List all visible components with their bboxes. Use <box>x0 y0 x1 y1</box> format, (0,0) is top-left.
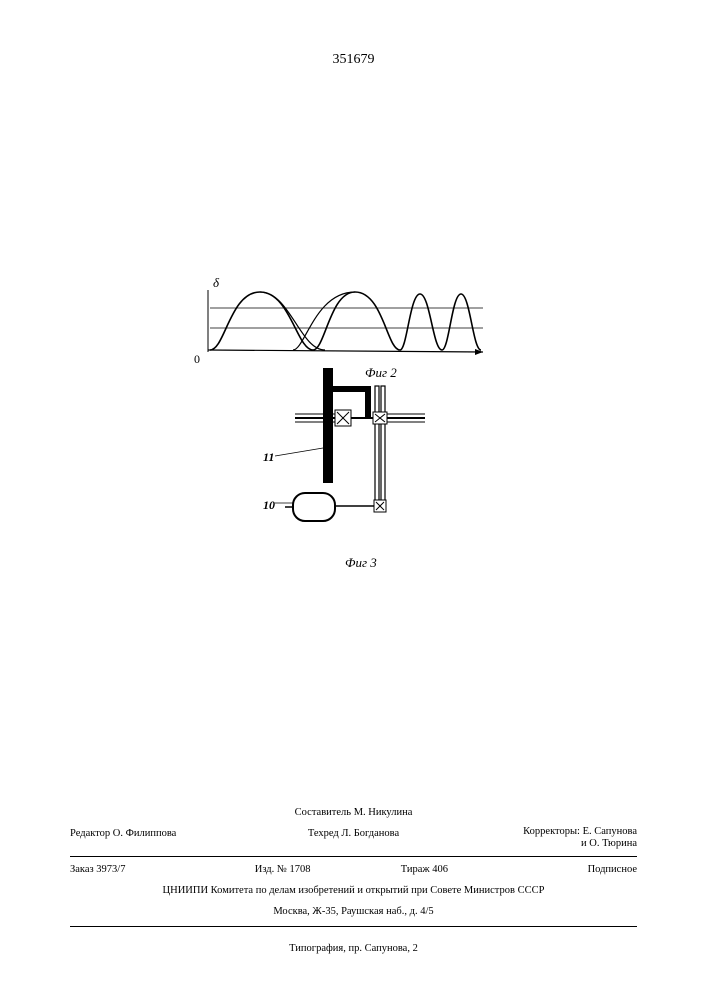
circulation-number: 406 <box>432 864 448 875</box>
correctors-label: Корректоры: <box>523 826 580 837</box>
figure-3-mechanism <box>275 368 455 548</box>
edition-number: 1708 <box>290 864 311 875</box>
order-number: 3973/7 <box>96 864 125 875</box>
imprint-row: Заказ 3973/7 Изд. № 1708 Тираж 406 Подпи… <box>70 860 637 880</box>
order-label: Заказ <box>70 864 94 875</box>
editor-name: О. Филиппова <box>113 828 177 839</box>
footer-rule-2 <box>70 926 637 927</box>
credits-row: Редактор О. Филиппова Техред Л. Богданов… <box>70 824 637 853</box>
compiler-label: Составитель <box>295 807 351 818</box>
page-number: 351679 <box>0 52 707 68</box>
publisher-line-1: ЦНИИПИ Комитета по делам изобретений и о… <box>70 880 637 902</box>
figure-3-label: Фиг 3 <box>345 555 377 571</box>
compiler-line: Составитель М. Никулина <box>70 802 637 824</box>
corrector-joiner: и <box>581 838 587 849</box>
figure-3-ref-10: 10 <box>263 498 275 513</box>
compiler-name: М. Никулина <box>354 807 413 818</box>
footer-rule-1 <box>70 856 637 857</box>
figure-3-ref-11: 11 <box>263 450 274 465</box>
subscription: Подписное <box>588 864 637 875</box>
figure-2-waveform <box>205 280 485 362</box>
typography-line: Типография, пр. Сапунова, 2 <box>0 943 707 954</box>
corrector-1: Е. Сапунова <box>583 826 637 837</box>
editor-label: Редактор <box>70 828 110 839</box>
publisher-line-2: Москва, Ж-35, Раушская наб., д. 4/5 <box>70 901 637 923</box>
footer-block: Составитель М. Никулина Редактор О. Фили… <box>70 802 637 930</box>
figures-container: δ 0 Фиг 2 <box>190 280 500 570</box>
techred-name: Л. Богданова <box>341 828 399 839</box>
techred-label: Техред <box>308 828 339 839</box>
edition-label: Изд. № <box>255 864 287 875</box>
fig2-origin-label: 0 <box>194 352 200 367</box>
circulation-label: Тираж <box>401 864 430 875</box>
corrector-2: О. Тюрина <box>589 838 637 849</box>
